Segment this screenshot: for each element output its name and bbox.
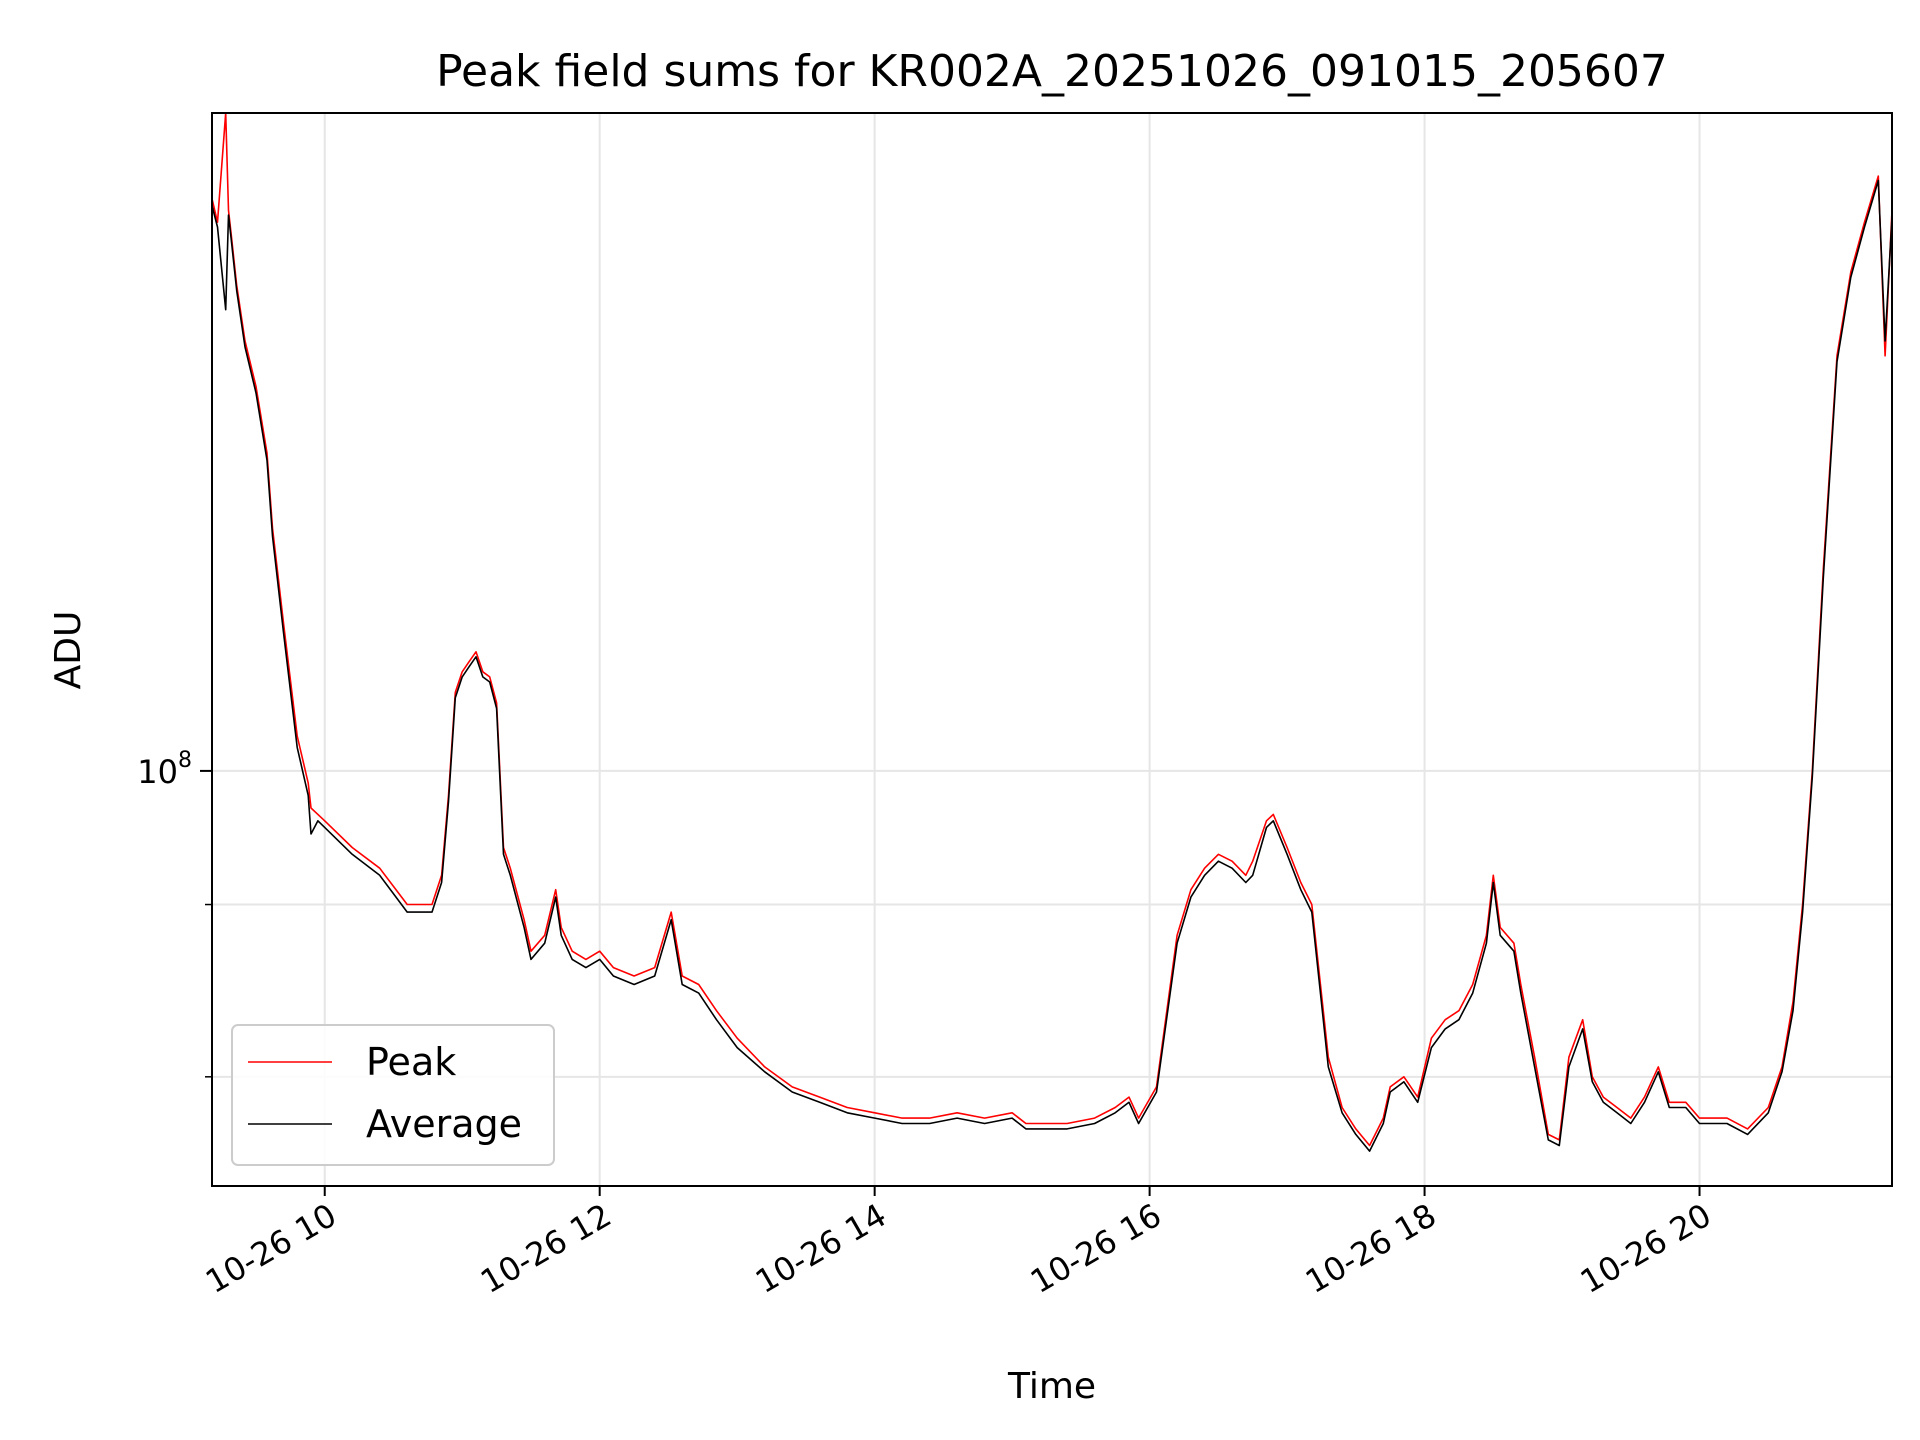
series-average-line <box>212 179 1892 1152</box>
series-layer <box>212 113 1892 1152</box>
plot-frame <box>211 112 1893 1187</box>
legend-peak-label: Peak <box>366 1040 456 1084</box>
chart-title: Peak field sums for KR002A_20251026_0910… <box>436 46 1668 97</box>
x-axis-label: Time <box>1007 1366 1096 1407</box>
y-axis: 108 <box>137 748 212 1078</box>
legend-average-label: Average <box>366 1102 522 1146</box>
legend: Peak Average <box>231 1024 555 1166</box>
legend-box <box>231 1024 555 1166</box>
y-axis-label: ADU <box>48 611 89 690</box>
y-tick-label: 108 <box>137 748 192 791</box>
